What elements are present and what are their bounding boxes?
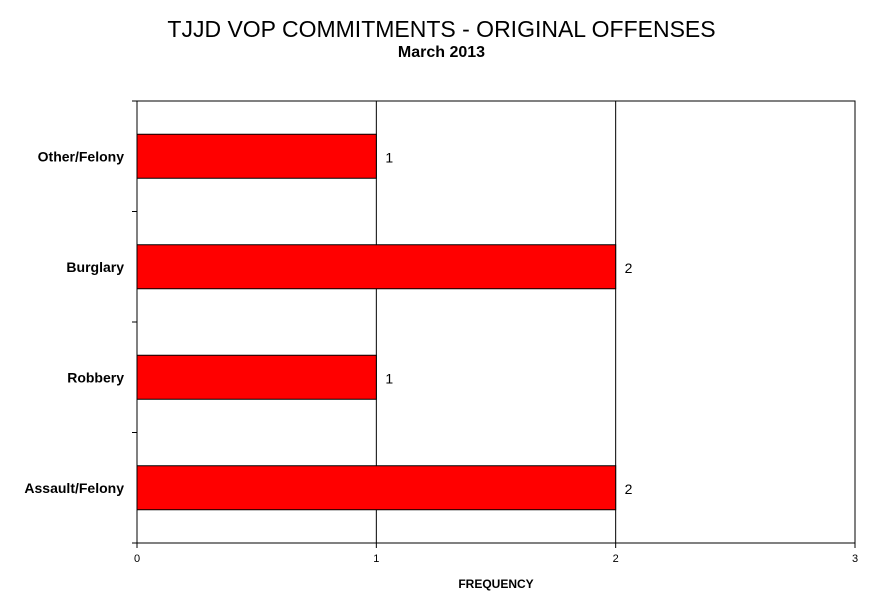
data-label: 2 bbox=[625, 481, 633, 497]
x-tick-label: 0 bbox=[134, 553, 140, 565]
x-tick-label: 1 bbox=[373, 553, 379, 565]
x-tick-label: 3 bbox=[852, 553, 858, 565]
labels: 0 1 2 3 Other/Felony 1 Burglary 2 Robbery 1 Assaul… bbox=[24, 148, 858, 565]
axes bbox=[132, 100, 856, 548]
x-tick-label: 2 bbox=[613, 553, 619, 565]
data-label: 1 bbox=[385, 370, 393, 386]
category-label: Burglary bbox=[66, 259, 124, 275]
chart-title: TJJD VOP COMMITMENTS - ORIGINAL OFFENSES bbox=[167, 16, 716, 42]
x-axis-title: FREQUENCY bbox=[458, 577, 533, 591]
bar bbox=[136, 354, 377, 400]
bar bbox=[136, 244, 617, 290]
data-label: 1 bbox=[385, 149, 393, 165]
bar bbox=[136, 465, 617, 511]
category-label: Other/Felony bbox=[38, 148, 125, 164]
data-label: 2 bbox=[625, 260, 633, 276]
category-label: Robbery bbox=[67, 369, 124, 385]
bar bbox=[136, 133, 377, 179]
chart-subtitle: March 2013 bbox=[397, 44, 486, 61]
category-label: Assault/Felony bbox=[24, 480, 124, 496]
